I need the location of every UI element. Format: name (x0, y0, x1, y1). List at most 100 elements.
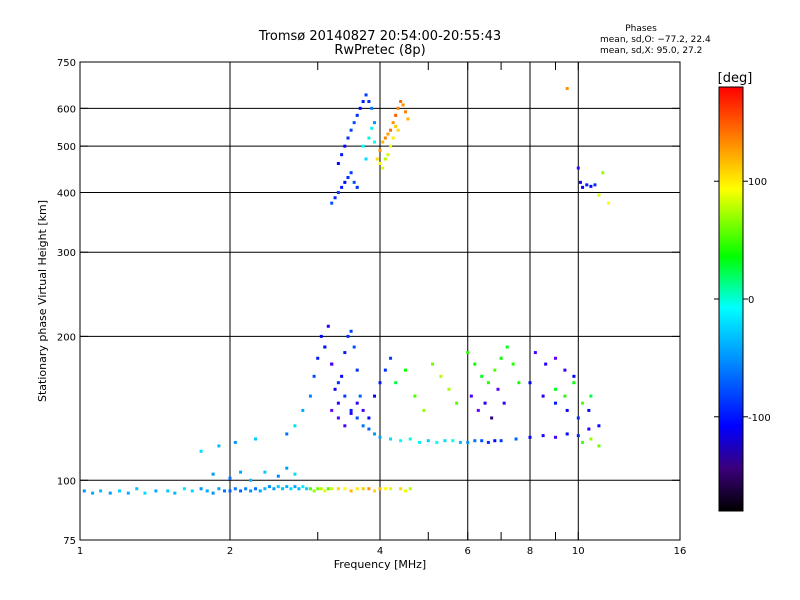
data-point (367, 100, 371, 104)
data-point (239, 470, 243, 474)
data-point (389, 487, 393, 491)
data-point (253, 487, 257, 491)
data-point (316, 487, 320, 491)
data-point (316, 356, 320, 360)
data-point (166, 489, 170, 493)
data-point (383, 136, 387, 140)
data-point (451, 439, 455, 443)
data-point (473, 362, 477, 366)
data-point (544, 362, 548, 366)
data-point (373, 121, 377, 125)
data-point (199, 487, 203, 491)
data-point (399, 100, 403, 104)
data-point (394, 124, 398, 128)
data-point (378, 381, 382, 385)
data-point (493, 368, 497, 372)
data-point (601, 171, 605, 175)
data-point (496, 387, 500, 391)
data-point (308, 487, 312, 491)
data-point (217, 444, 221, 448)
data-point (364, 157, 368, 161)
data-point (370, 126, 374, 130)
data-point (394, 113, 398, 117)
data-point (117, 489, 121, 493)
data-point (553, 356, 557, 360)
data-point (99, 489, 103, 493)
data-point (346, 136, 350, 140)
data-point (361, 144, 365, 148)
data-point (597, 424, 601, 428)
data-point (413, 394, 417, 398)
y-tick-label: 300 (57, 248, 76, 259)
data-point (330, 201, 334, 205)
colorbar-label: [deg] (718, 71, 753, 86)
data-point (349, 171, 353, 175)
chart-subtitle: RwPretec (8p) (334, 43, 425, 58)
data-points (82, 87, 611, 495)
data-point (381, 140, 385, 144)
data-point (82, 489, 86, 493)
data-point (108, 491, 112, 495)
data-point (340, 374, 344, 378)
data-point (499, 356, 503, 360)
data-point (576, 166, 580, 170)
data-point (228, 489, 232, 493)
data-point (447, 387, 451, 391)
data-point (607, 201, 611, 205)
data-point (408, 487, 412, 491)
data-point (91, 491, 95, 495)
y-tick-label: 750 (57, 58, 76, 69)
data-point (126, 491, 130, 495)
data-point (401, 103, 405, 107)
data-point (373, 394, 377, 398)
data-point (396, 106, 400, 110)
data-point (336, 487, 340, 491)
data-point (293, 424, 297, 428)
data-point (505, 345, 509, 349)
data-point (399, 487, 403, 491)
data-point (293, 485, 297, 489)
data-point (563, 394, 567, 398)
data-point (285, 432, 289, 436)
data-point (358, 394, 362, 398)
data-point (378, 435, 382, 439)
x-tick-label: 16 (674, 546, 687, 557)
data-point (480, 374, 484, 378)
colorbar (718, 86, 744, 512)
data-point (336, 190, 340, 194)
data-point (476, 408, 480, 412)
y-tick-label: 500 (57, 142, 76, 153)
data-point (565, 87, 569, 91)
data-point (394, 381, 398, 385)
data-point (233, 440, 237, 444)
x-tick-label: 4 (377, 546, 383, 557)
data-point (473, 439, 477, 443)
data-point (378, 148, 382, 152)
data-point (383, 368, 387, 372)
x-tick-label: 2 (227, 546, 233, 557)
data-point (330, 362, 334, 366)
colorbar-tick-label: 100 (748, 177, 767, 188)
data-point (572, 381, 576, 385)
legend-line-o: mean, sd,O: −77.2, 22.4 (600, 35, 711, 45)
data-point (258, 489, 262, 493)
data-point (361, 100, 365, 104)
data-point (285, 485, 289, 489)
data-point (319, 334, 323, 338)
data-point (272, 487, 276, 491)
data-point (336, 401, 340, 405)
data-point (466, 351, 470, 355)
data-point (211, 472, 215, 476)
data-point (289, 487, 293, 491)
data-point (563, 368, 567, 372)
y-axis-label: Stationary phase Virtual Height [km] (36, 200, 49, 402)
data-point (499, 439, 503, 443)
data-point (587, 427, 591, 431)
data-point (565, 408, 569, 412)
data-point (373, 489, 377, 493)
data-point (581, 440, 585, 444)
data-point (276, 485, 280, 489)
data-point (352, 121, 356, 125)
data-point (391, 121, 395, 125)
